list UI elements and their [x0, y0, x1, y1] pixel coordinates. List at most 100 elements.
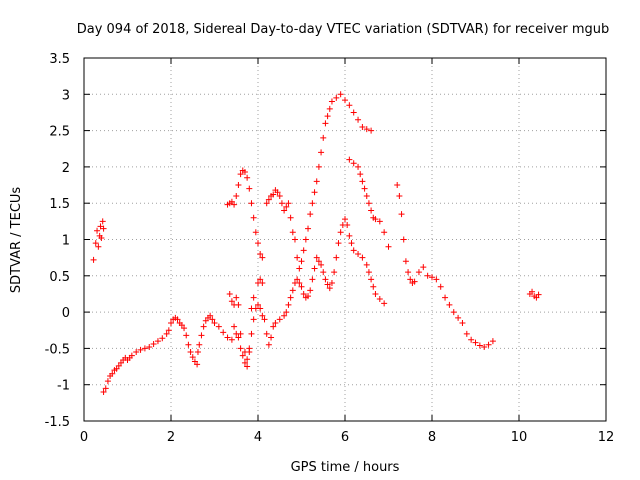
data-point [255, 240, 261, 247]
data-point [239, 352, 246, 359]
data-point [248, 200, 255, 207]
data-point [309, 276, 316, 283]
data-point [259, 280, 266, 287]
data-point [359, 123, 366, 130]
data-point [476, 342, 483, 349]
data-point [407, 276, 414, 283]
x-tick-label: 12 [598, 430, 615, 445]
data-point [259, 254, 266, 261]
data-point [174, 316, 181, 323]
data-point [90, 256, 97, 263]
data-point [529, 288, 536, 295]
data-point [535, 291, 542, 298]
data-point [489, 338, 496, 345]
data-point [289, 287, 296, 294]
data-point [224, 334, 231, 341]
data-point [324, 281, 331, 288]
data-point [318, 149, 325, 156]
data-point [315, 163, 322, 170]
data-point [92, 240, 99, 247]
data-point [244, 363, 251, 370]
data-point [228, 298, 235, 305]
data-point [368, 207, 375, 214]
data-point [326, 285, 333, 292]
data-point [154, 338, 161, 345]
data-point [368, 276, 375, 283]
data-point [257, 251, 264, 258]
data-point [99, 218, 106, 225]
x-tick-label: 0 [80, 430, 88, 445]
data-point [226, 290, 233, 297]
data-point [385, 243, 392, 250]
data-point [361, 185, 368, 192]
data-point [198, 332, 205, 339]
data-point [285, 301, 292, 308]
data-point [102, 385, 109, 392]
data-point [315, 258, 322, 265]
data-point [405, 269, 412, 276]
data-point [215, 323, 222, 330]
data-point [335, 240, 342, 247]
data-point [424, 272, 431, 279]
data-point [294, 276, 301, 283]
data-point [287, 214, 294, 221]
data-point [322, 120, 329, 127]
data-point [283, 203, 290, 210]
data-point [278, 200, 285, 207]
data-point [311, 265, 318, 272]
data-point [346, 102, 353, 109]
y-tick-label: -1.5 [45, 415, 70, 430]
data-point [298, 258, 305, 265]
data-point [133, 349, 140, 356]
data-point [300, 290, 307, 297]
data-point [355, 251, 362, 258]
data-point [318, 261, 325, 268]
data-point [342, 216, 348, 223]
data-point [194, 361, 201, 368]
tick-labels: 0 2 4 6 8 10 12 -1.5 -1 -0.5 0 0.5 1 1.5 2 2.5 3 3.5 [45, 52, 615, 445]
data-point [183, 332, 190, 339]
data-point [248, 330, 255, 337]
x-tick-label: 6 [341, 430, 349, 445]
plot-frame [83, 57, 607, 422]
x-axis-label: GPS time / hours [291, 460, 400, 475]
data-point [307, 211, 314, 218]
data-point [268, 334, 275, 341]
data-point [109, 370, 116, 377]
gridlines [84, 58, 606, 421]
data-point [396, 192, 403, 199]
y-tick-label: 0.5 [49, 270, 70, 285]
data-point [98, 235, 105, 242]
x-tick-label: 10 [511, 430, 528, 445]
data-point [365, 200, 372, 207]
data-point [331, 269, 338, 276]
data-point [97, 223, 104, 230]
data-point [95, 243, 102, 250]
data-point [337, 229, 344, 236]
data-point [233, 294, 240, 301]
x-tick-label: 2 [167, 430, 175, 445]
data-point [285, 200, 292, 207]
data-point [200, 323, 207, 330]
data-point [309, 200, 316, 207]
data-point [357, 171, 364, 178]
data-point [207, 312, 214, 319]
data-point [370, 283, 377, 290]
data-point [237, 171, 244, 178]
data-point [246, 345, 253, 352]
data-point [235, 182, 242, 189]
data-point [350, 247, 357, 254]
data-point [248, 305, 255, 312]
data-point [187, 349, 194, 356]
data-point [100, 388, 107, 395]
data-point [261, 316, 268, 323]
data-point [270, 191, 277, 198]
data-point [472, 339, 479, 346]
data-point [381, 300, 388, 307]
y-tick-label: 1 [62, 234, 70, 249]
data-point [270, 323, 277, 330]
data-point [241, 359, 248, 366]
data-point [257, 305, 264, 312]
data-point [209, 316, 216, 323]
data-point [141, 345, 148, 352]
